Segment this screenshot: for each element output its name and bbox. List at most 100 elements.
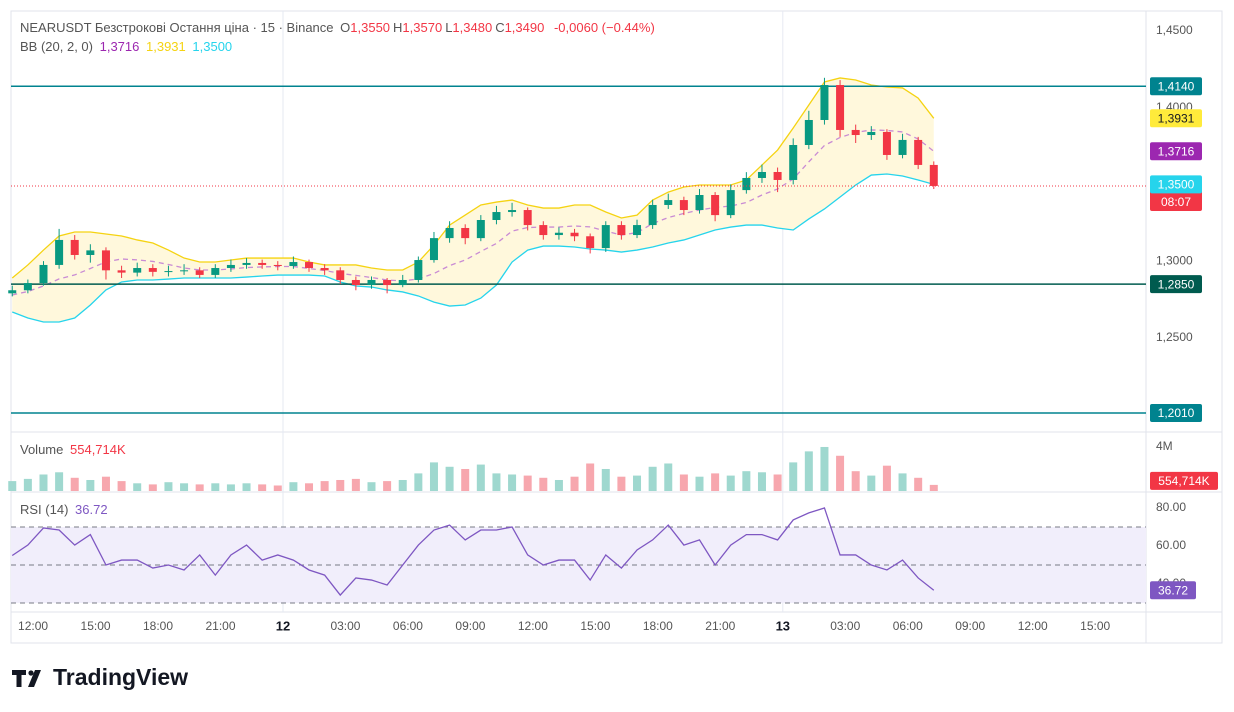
x-tick-label: 03:00 — [330, 619, 360, 633]
x-tick-label: 06:00 — [393, 619, 423, 633]
volume-bar — [226, 484, 235, 491]
ohlc-value: 1,3550 — [350, 20, 391, 35]
level-tag — [1150, 403, 1202, 422]
candle-body — [726, 190, 735, 216]
volume-bar — [55, 472, 64, 491]
candle-body — [133, 268, 142, 273]
candle-body — [429, 238, 438, 261]
volume-bar — [492, 473, 501, 491]
bb-lower-tag — [1150, 175, 1202, 194]
candle-body — [461, 227, 470, 239]
ohlc-key: O — [340, 20, 351, 35]
change: -0,0060 (−0.44%) — [553, 20, 655, 35]
candle-body — [492, 212, 501, 221]
candle-body — [679, 200, 688, 211]
candle-body — [273, 264, 282, 267]
candle-body — [820, 85, 829, 120]
candle-body — [664, 200, 673, 205]
volume-bar — [867, 475, 876, 491]
candle-body — [476, 220, 485, 239]
candle-body — [195, 270, 204, 275]
volume-bar — [554, 479, 563, 491]
x-tick-label: 03:00 — [830, 619, 860, 633]
volume-bar — [320, 481, 329, 491]
volume-bar — [757, 472, 766, 491]
bb-legend: BB (20, 2, 0) 1,3716 1,3931 1,3500 — [20, 39, 235, 54]
x-tick-label: 12:00 — [1018, 619, 1048, 633]
volume-bar — [336, 479, 345, 491]
chart-frame — [10, 10, 1223, 644]
volume-bar — [601, 468, 610, 491]
candle-body — [601, 225, 610, 249]
x-tick-label: 15:00 — [580, 619, 610, 633]
volume-bar — [882, 465, 891, 491]
candle-body — [242, 262, 251, 265]
volume-bar — [586, 463, 595, 491]
candle-body — [648, 204, 657, 226]
rsi-title: RSI (14) — [20, 502, 69, 517]
bb-upper-value: 1,3931 — [146, 39, 186, 54]
rsi-tick-label: 60.00 — [1156, 538, 1186, 552]
volume-bar — [836, 455, 845, 491]
volume-bar — [133, 483, 142, 491]
x-tick-label: 15:00 — [1080, 619, 1110, 633]
volume-bar — [242, 483, 251, 491]
bb-upper-line — [11, 77, 935, 279]
x-tick-label: 21:00 — [705, 619, 735, 633]
bb-basis-tag — [1150, 142, 1202, 161]
volume-bar — [367, 482, 376, 491]
x-tick-label: 18:00 — [643, 619, 673, 633]
volume-bar — [180, 483, 189, 491]
ohlc-key: C — [495, 20, 505, 35]
candle-body — [867, 131, 876, 136]
volume-tag — [1150, 471, 1218, 490]
candle-body — [55, 239, 64, 265]
brand-logo — [12, 670, 41, 687]
x-tick-label: 09:00 — [455, 619, 485, 633]
rsi-tag — [1150, 581, 1196, 600]
candle-body — [367, 279, 376, 286]
candle-body — [695, 195, 704, 211]
ohlc: O1,3550 H1,3570 L1,3480 C1,3490 — [340, 20, 547, 35]
volume-bar — [258, 484, 267, 491]
volume-bar — [211, 483, 220, 491]
volume-bar — [851, 471, 860, 491]
volume-bar — [8, 481, 17, 491]
volume-bar — [148, 484, 157, 491]
volume-bar — [86, 479, 95, 491]
candle-body — [836, 85, 845, 130]
bb-basis-tag-label: 1,3716 — [1158, 144, 1195, 158]
candle-body — [164, 271, 173, 273]
candle-body — [180, 270, 189, 272]
candle-body — [226, 264, 235, 269]
y-tick-label: 1,2500 — [1156, 330, 1193, 344]
candle-body — [305, 262, 314, 269]
level-tag — [1150, 275, 1202, 294]
candle-body — [804, 119, 813, 145]
volume-bar — [648, 466, 657, 491]
candle-body — [117, 270, 126, 273]
level-tag-label: 1,2850 — [1158, 277, 1195, 291]
volume-bar — [617, 476, 626, 491]
candle-body — [320, 268, 329, 271]
volume-bar — [429, 462, 438, 491]
bb-upper-tag-label: 1,3931 — [1158, 111, 1195, 125]
volume-bar — [195, 484, 204, 491]
candle-body — [383, 279, 392, 286]
ohlc-value: 1,3490 — [504, 20, 545, 35]
volume-bar — [711, 473, 720, 491]
x-tick-label: 12:00 — [18, 619, 48, 633]
brand-name: TradingView — [53, 664, 188, 690]
ohlc-key: L — [445, 20, 453, 35]
candle-body — [258, 262, 267, 265]
volume-bar — [273, 485, 282, 491]
x-tick-label: 21:00 — [205, 619, 235, 633]
rsi-value: 36.72 — [75, 502, 108, 517]
volume-bar — [523, 475, 532, 491]
y-tick-label: 1,3000 — [1156, 253, 1193, 267]
volume-bar — [414, 473, 423, 491]
symbol: NEARUSDT Безстрокові Остання ціна · 15 ·… — [20, 20, 334, 35]
bb-fill — [12, 77, 934, 323]
